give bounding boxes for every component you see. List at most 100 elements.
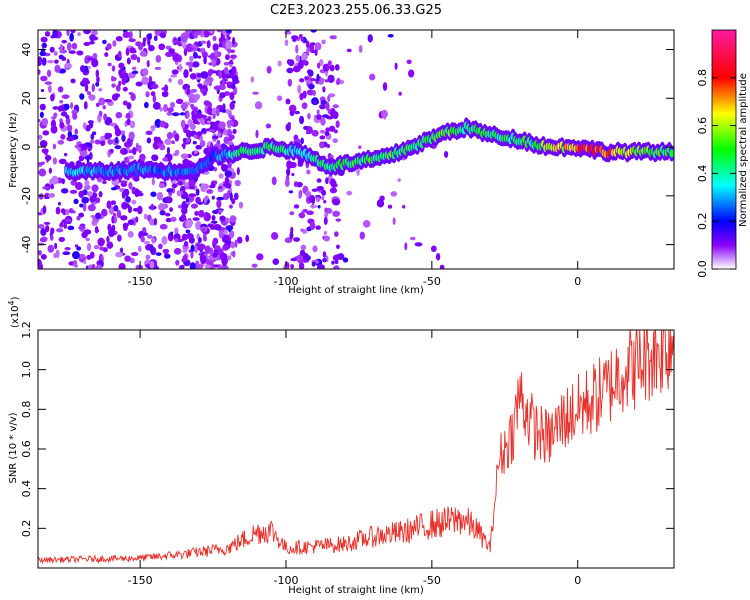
y-tick-label: 0.8 <box>20 401 33 419</box>
spectrogram-speckle <box>212 166 218 172</box>
spectrogram-speckle <box>52 143 57 150</box>
spectrogram-speckle <box>181 143 186 148</box>
spectrogram-speckle <box>223 229 228 236</box>
spectrogram-speckle <box>154 66 162 70</box>
spectrogram-speckle <box>40 75 48 82</box>
x-tick-label: -100 <box>273 275 298 288</box>
spectrogram-speckle <box>93 220 98 226</box>
spectrogram-speckle <box>295 54 301 62</box>
spectrogram-speckle <box>157 142 162 147</box>
spectrogram-speckle <box>82 203 87 212</box>
spectrogram-speckle <box>117 50 122 59</box>
spectrogram-speckle <box>166 111 173 116</box>
spectrogram-speckle <box>306 169 311 175</box>
spectrogram-speckle <box>216 199 222 209</box>
spectrogram-speckle <box>203 55 207 65</box>
spectrogram-speckle <box>49 192 55 198</box>
spectrogram-speckle <box>179 112 186 116</box>
spectrogram-speckle <box>43 196 50 200</box>
spectrogram-speckle <box>251 263 258 268</box>
spectrogram-speckle <box>439 264 445 269</box>
spectrogram-speckle <box>177 238 184 243</box>
spectrogram-speckle <box>65 114 70 119</box>
spectrogram-speckle <box>209 30 214 35</box>
spectrogram-speckle <box>311 261 316 267</box>
spectrogram-speckle <box>80 79 87 86</box>
spectrogram-speckle <box>126 158 130 164</box>
spectrogram-speckle <box>315 196 321 203</box>
spectrogram-speckle <box>203 100 210 106</box>
spectrogram-speckle <box>358 45 363 53</box>
spectrogram-speckle <box>301 52 308 61</box>
spectrogram-speckle <box>64 152 68 157</box>
spectrogram-speckle <box>161 91 169 98</box>
spectrogram-speckle <box>159 107 163 112</box>
spectrogram-speckle <box>120 215 128 221</box>
spectrogram-speckle <box>188 185 196 190</box>
spectrogram-speckle <box>49 178 53 186</box>
spectrogram-speckle <box>220 265 229 269</box>
spectrogram-speckle <box>185 124 189 130</box>
spectrogram-speckle <box>111 65 116 72</box>
spectrogram-speckle <box>323 230 327 235</box>
spectrogram-speckle <box>38 118 41 123</box>
spectrogram-speckle <box>218 229 224 239</box>
spectrogram-speckle <box>208 256 214 261</box>
spectrogram-speckle <box>190 203 199 209</box>
spectrogram-speckle <box>58 236 66 243</box>
spectrogram-speckle <box>123 149 128 155</box>
spectrogram-speckle <box>206 189 213 194</box>
spectrogram-speckle <box>101 180 107 185</box>
spectrogram-speckle <box>192 119 199 125</box>
spectrogram-speckle <box>327 60 332 66</box>
spectrogram-speckle <box>79 203 84 208</box>
spectrogram-speckle <box>38 193 44 200</box>
snr-y-multiplier-base: (x10 <box>10 305 21 328</box>
spectrogram-speckle <box>67 225 75 231</box>
spectrogram-speckle <box>175 259 180 266</box>
spectrogram-speckle <box>128 131 135 140</box>
spectrogram-speckle <box>40 228 47 236</box>
spectrogram-speckle <box>196 131 203 136</box>
spectrogram-speckle <box>229 91 235 101</box>
spectrogram-speckle <box>146 234 153 239</box>
spectrogram-speckle <box>156 191 164 201</box>
spectrogram-speckle <box>154 266 159 269</box>
spectrogram-speckle <box>325 102 330 111</box>
spectrogram-speckle <box>64 208 70 216</box>
spectrogram-speckle <box>70 78 76 84</box>
spectrogram-speckle <box>332 198 341 206</box>
spectrogram-speckle <box>297 60 304 70</box>
y-tick-label: 0 <box>20 144 33 151</box>
spectrogram-speckle <box>72 112 78 120</box>
spectrogram-speckle <box>43 221 51 225</box>
spectrogram-speckle <box>150 125 157 129</box>
spectrogram-speckle <box>217 132 222 137</box>
spectrogram-speckle <box>231 198 236 205</box>
spectrogram-speckle <box>188 193 197 198</box>
spectrogram-speckle <box>132 207 139 212</box>
spectrogram-speckle <box>159 210 166 216</box>
spectrogram-speckle <box>52 106 59 110</box>
spectrogram-speckle <box>147 44 155 52</box>
spectrogram-speckle <box>190 88 198 93</box>
spectrogram-speckle <box>166 146 171 154</box>
spectrogram-speckle <box>86 91 91 96</box>
spectrogram-speckle <box>383 112 387 120</box>
spectrogram-speckle <box>232 250 236 258</box>
spectrogram-speckle <box>86 243 92 252</box>
spectrogram-speckle <box>121 134 126 143</box>
spectrogram-speckle <box>115 36 123 42</box>
spectrogram-speckle <box>98 110 103 117</box>
spectrogram-speckle <box>50 125 58 134</box>
spectrogram-speckle <box>39 50 47 57</box>
spectrogram-speckle <box>89 251 95 259</box>
spectrogram-speckle <box>300 244 307 251</box>
spectrogram-speckle <box>74 128 78 135</box>
spectrogram-speckle <box>299 92 304 101</box>
spectrogram-speckle <box>180 153 189 159</box>
spectrogram-speckle <box>196 30 202 36</box>
spectrogram-speckle <box>193 149 198 155</box>
spectrogram-speckle <box>165 217 172 223</box>
spectrogram-speckle <box>145 254 151 260</box>
